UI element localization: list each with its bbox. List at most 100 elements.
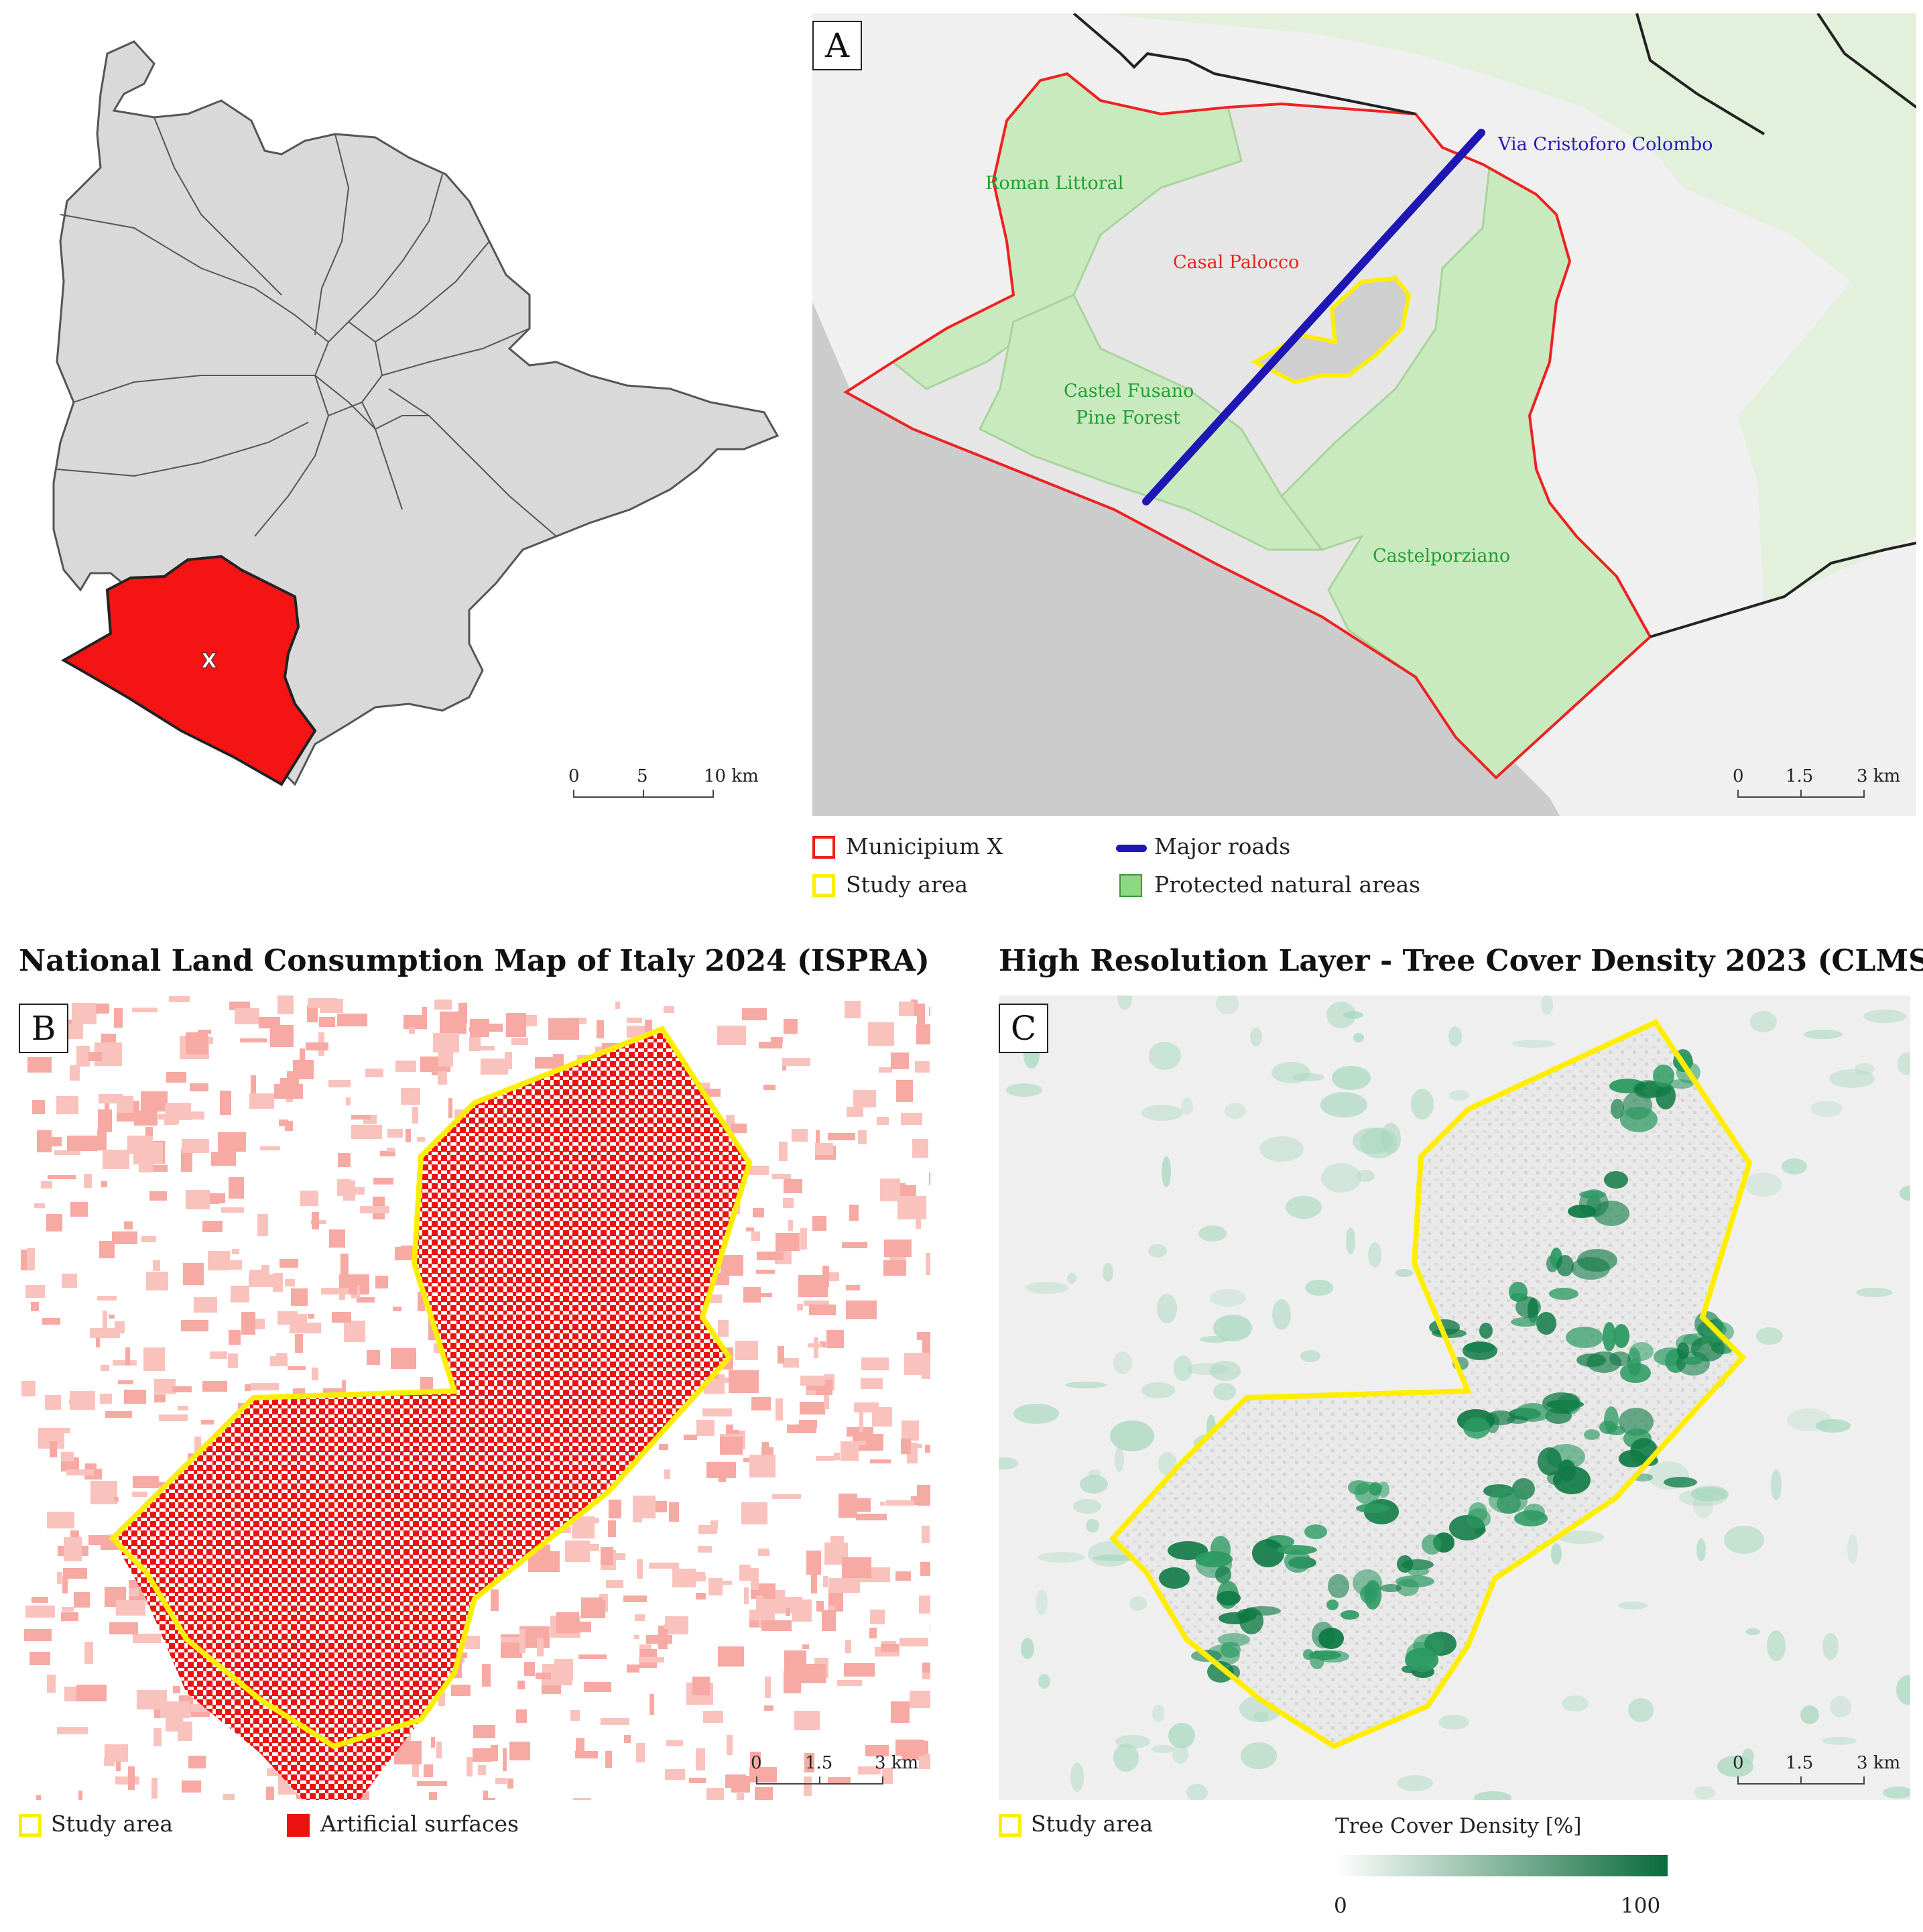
tree-cover-patch [1863, 1010, 1906, 1023]
tree-cover-patch [1804, 1030, 1843, 1039]
artificial-surface-patch [756, 1270, 775, 1274]
tree-cover-patch [1326, 1002, 1356, 1028]
artificial-surface-patch [412, 1756, 419, 1777]
artificial-surface-patch [797, 1304, 803, 1311]
tree-cover-patch [1463, 1341, 1497, 1360]
artificial-surface-patch [194, 1297, 217, 1313]
artificial-surface-patch [536, 1673, 551, 1679]
scale-tick: 1.5 [1786, 766, 1814, 786]
artificial-surface-patch [312, 1212, 319, 1229]
tree-cover-patch [1250, 1028, 1262, 1046]
artificial-surface-patch [129, 1588, 139, 1596]
artificial-surface-patch [858, 1130, 867, 1144]
artificial-surface-patch [664, 1006, 674, 1013]
panel-c-map [999, 995, 1910, 1800]
scale-tick: 3 km [1857, 1753, 1901, 1773]
artificial-surface-patch [609, 1500, 621, 1518]
artificial-surface-patch [448, 1098, 452, 1118]
artificial-surface-patch [842, 1557, 871, 1578]
artificial-surface-patch [67, 1136, 98, 1151]
artificial-surface-patch [822, 1610, 836, 1631]
artificial-surface-patch [464, 1636, 480, 1649]
tree-cover-colorbar [1335, 1855, 1668, 1876]
artificial-surface-patch [422, 1007, 427, 1020]
artificial-surface-patch [308, 998, 337, 1008]
tree-cover-patch [1213, 1383, 1236, 1400]
tree-cover-patch [1070, 1762, 1084, 1792]
artificial-surface-patch [431, 1737, 435, 1748]
artificial-surface-patch [64, 1537, 82, 1561]
artificial-surface-patch [166, 1072, 186, 1083]
tree-cover-patch [1397, 1555, 1413, 1573]
tree-cover-patch [1110, 1421, 1154, 1451]
municipality-boundaries [56, 117, 557, 537]
artificial-surface-patch [837, 1680, 862, 1686]
artificial-surface-patch [929, 1172, 930, 1185]
tree-cover-patch [1411, 1089, 1434, 1120]
artificial-surface-patch [62, 1607, 74, 1612]
artificial-surface-patch [201, 1420, 214, 1425]
artificial-surface-patch [273, 1273, 283, 1292]
tree-cover-patch [1141, 1105, 1183, 1121]
artificial-surface-patch [856, 1514, 887, 1520]
tree-cover-patch [1213, 1315, 1252, 1341]
artificial-surface-patch [922, 1526, 930, 1543]
tree-cover-patch [1215, 1566, 1231, 1583]
tree-cover-patch [1474, 1791, 1511, 1800]
artificial-surface-patch [96, 1332, 100, 1347]
artificial-surface-patch [926, 1253, 930, 1275]
label-castel-fusano: Castel Fusano [1064, 381, 1194, 402]
scale-tick: 1.5 [805, 1753, 833, 1773]
artificial-surface-patch [883, 1260, 906, 1276]
artificial-surface-patch [857, 1498, 871, 1512]
rome-boundary [1650, 542, 1916, 638]
artificial-surface-patch [800, 1376, 825, 1386]
tree-cover-patch [1321, 1163, 1361, 1193]
legend-swatch-major-roads [1116, 845, 1147, 852]
artificial-surface-patch [231, 1286, 249, 1303]
tree-cover-patch [1195, 1551, 1233, 1567]
artificial-surface-patch [151, 1778, 158, 1799]
artificial-surface-patch [32, 1597, 48, 1603]
artificial-surface-patch [76, 1046, 90, 1067]
tree-cover-patch [1542, 1392, 1580, 1414]
legend-swatch-study-area [812, 874, 835, 897]
study-area-outline [109, 1026, 753, 1750]
tree-cover-patch [1545, 1408, 1572, 1424]
artificial-surface-patch [912, 1139, 928, 1158]
artificial-surface-patch [451, 1685, 471, 1696]
legend-municipium: Municipium X [846, 833, 1003, 859]
artificial-surface-patch [483, 1798, 495, 1800]
artificial-surface-patch [649, 1694, 654, 1715]
artificial-surface-patch [306, 1042, 328, 1050]
artificial-surface-patch [820, 1341, 826, 1347]
legend-swatch-study-area [999, 1814, 1021, 1837]
artificial-surface-patch [406, 1129, 411, 1142]
artificial-surface-patch [70, 1202, 88, 1217]
tree-cover-patch [1253, 1711, 1268, 1722]
tree-cover-patch [1822, 1737, 1857, 1745]
tree-cover-patch [1141, 1382, 1175, 1398]
artificial-surface-patch [815, 1143, 833, 1155]
artificial-surface-patch [278, 1787, 308, 1795]
artificial-surface-patch [27, 1057, 52, 1073]
artificial-surface-patch [266, 1787, 274, 1800]
artificial-surface-patch [182, 1139, 209, 1153]
artificial-surface-patch [97, 1130, 107, 1150]
tree-cover-patch [1397, 1775, 1433, 1791]
tree-cover-patch [1369, 1482, 1382, 1496]
legend-swatch-study-area [19, 1814, 42, 1837]
legend-study-area: Study area [1031, 1811, 1154, 1837]
artificial-surface-patch [721, 1255, 743, 1276]
artificial-surface-patch [578, 1518, 599, 1523]
study-area-outline [1109, 1018, 1753, 1750]
artificial-surface-patch [438, 1692, 445, 1706]
artificial-surface-patch [601, 1718, 629, 1725]
artificial-surface-patch [698, 1525, 717, 1534]
artificial-surface-patch [753, 1208, 764, 1217]
tree-cover-patch [1326, 1599, 1339, 1610]
tree-cover-patch [1348, 1480, 1369, 1495]
tree-cover-patch [1252, 1539, 1284, 1567]
artificial-surface-patch [886, 1500, 914, 1506]
artificial-surface-patch [150, 1165, 168, 1172]
